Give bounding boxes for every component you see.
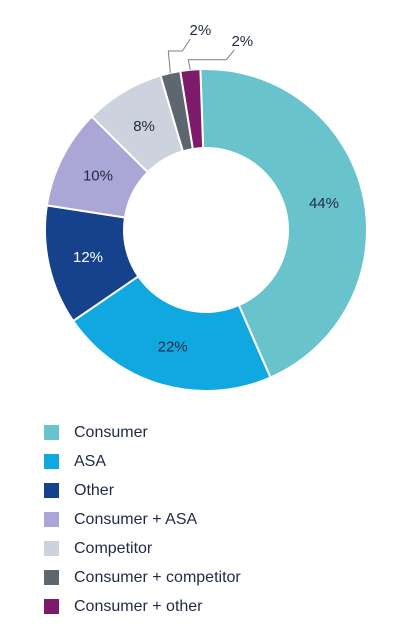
slice-label-competitor: 8% <box>133 118 155 135</box>
legend-item-consumer-other: Consumer + other <box>44 592 241 621</box>
slice-label-consumer-asa: 10% <box>83 167 113 184</box>
slice-label-consumer: 44% <box>309 195 339 212</box>
legend-item-consumer: Consumer <box>44 418 241 447</box>
legend-swatch <box>44 599 59 614</box>
legend-label: Other <box>74 481 115 499</box>
legend-label: Competitor <box>74 539 153 557</box>
slice-label-consumer-competitor: 2% <box>189 22 211 39</box>
legend-swatch <box>44 570 59 585</box>
legend-label: Consumer + competitor <box>74 568 241 586</box>
legend-swatch <box>44 454 59 469</box>
slice-label-asa: 22% <box>158 338 188 355</box>
legend-item-other: Other <box>44 476 241 505</box>
legend-label: ASA <box>74 452 107 470</box>
slice-consumer-other <box>179 68 205 151</box>
legend-swatch <box>44 425 59 440</box>
leader-line-consumer-other <box>187 49 235 70</box>
legend-item-asa: ASA <box>44 447 241 476</box>
legend-swatch <box>44 541 59 556</box>
slice-label-other: 12% <box>73 249 103 266</box>
legend-item-consumer-asa: Consumer + ASA <box>44 505 241 534</box>
slice-consumer <box>199 68 368 379</box>
legend-label: Consumer + other <box>74 597 203 615</box>
legend-item-consumer-competitor: Consumer + competitor <box>44 563 241 592</box>
slice-asa <box>71 274 272 392</box>
legend-label: Consumer + ASA <box>74 510 198 528</box>
legend-swatch <box>44 512 59 527</box>
legend-label: Consumer <box>74 423 148 441</box>
slice-label-consumer-other: 2% <box>231 33 253 50</box>
chart-legend: Consumer ASA Other Consumer + ASA Competitor… <box>44 418 241 621</box>
legend-item-competitor: Competitor <box>44 534 241 563</box>
legend-swatch <box>44 483 59 498</box>
donut-chart: 44% 22% 12% 10% 8% 2% 2% <box>44 22 368 392</box>
leader-line-consumer-competitor <box>167 38 191 74</box>
